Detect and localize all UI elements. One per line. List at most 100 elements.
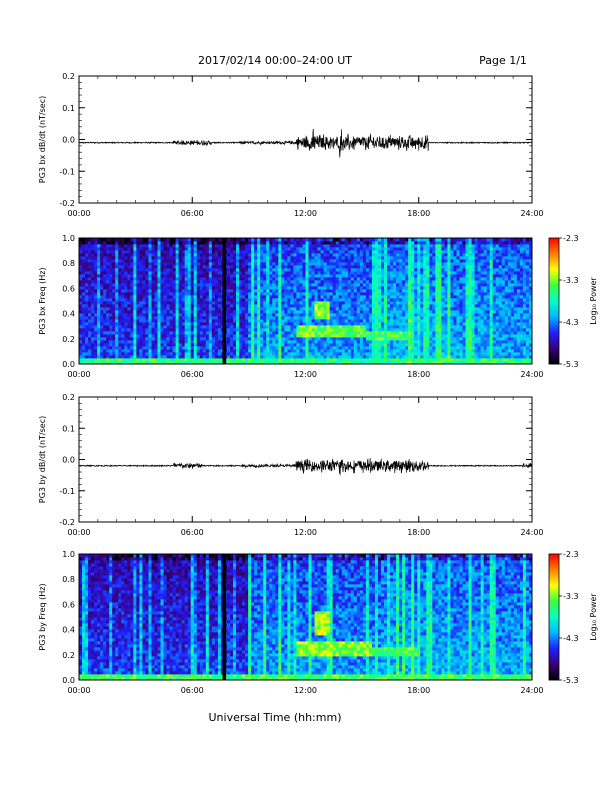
spectrogram-cell bbox=[260, 361, 264, 365]
spectrogram-cell bbox=[169, 271, 174, 275]
spectrogram-cell bbox=[311, 358, 315, 362]
spectrogram-cell bbox=[112, 334, 116, 338]
spectrogram-cell bbox=[402, 271, 406, 275]
spectrogram-cell bbox=[311, 304, 315, 308]
spectrogram-cell bbox=[263, 256, 267, 260]
spectrogram-cell bbox=[356, 280, 361, 284]
spectrogram-cell bbox=[387, 349, 391, 353]
spectrogram-cell bbox=[317, 352, 321, 356]
spectrogram-cell bbox=[359, 307, 364, 311]
spectrogram-cell bbox=[79, 310, 83, 314]
spectrogram-cell bbox=[248, 250, 252, 254]
spectrogram-cell bbox=[371, 283, 376, 287]
spectrogram-cell bbox=[329, 283, 334, 287]
spectrogram-cell bbox=[399, 313, 403, 317]
spectrogram-cell bbox=[82, 262, 86, 266]
spectrogram-cell bbox=[314, 262, 318, 266]
spectrogram-cell bbox=[278, 277, 282, 281]
spectrogram-cell bbox=[396, 343, 400, 347]
spectrogram-cell bbox=[169, 250, 174, 254]
spectrogram-cell bbox=[85, 253, 89, 257]
spectrogram-cell bbox=[193, 331, 198, 335]
spectrogram-cell bbox=[163, 358, 167, 362]
spectrogram-cell bbox=[178, 295, 183, 299]
spectrogram-cell bbox=[184, 283, 189, 287]
spectrogram-cell bbox=[417, 307, 421, 311]
spectrogram-cell bbox=[353, 337, 358, 341]
spectrogram-cell bbox=[205, 301, 210, 305]
spectrogram-cell bbox=[172, 295, 177, 299]
spectrogram-cell bbox=[181, 241, 186, 245]
spectrogram-cell bbox=[205, 292, 210, 296]
spectrogram-cell bbox=[239, 307, 243, 311]
spectrogram-cell bbox=[353, 328, 358, 332]
spectrogram-cell bbox=[124, 331, 128, 335]
spectrogram-cell bbox=[314, 358, 318, 362]
spectrogram-cell bbox=[130, 310, 134, 314]
spectrogram-cell bbox=[411, 298, 415, 302]
spectrogram-cell bbox=[208, 316, 213, 320]
spectrogram-cell bbox=[178, 268, 183, 272]
spectrogram-cell bbox=[242, 334, 246, 338]
spectrogram-cell bbox=[91, 289, 95, 293]
spectrogram-cell bbox=[205, 331, 210, 335]
spectrogram-cell bbox=[148, 253, 152, 257]
spectrogram-cell bbox=[85, 280, 89, 284]
spectrogram-cell bbox=[408, 334, 412, 338]
spectrogram-cell bbox=[233, 340, 237, 344]
spectrogram-cell bbox=[217, 322, 222, 326]
spectrogram-cell bbox=[287, 253, 291, 257]
spectrogram-cell bbox=[390, 268, 394, 272]
spectrogram-cell bbox=[311, 238, 315, 242]
spectrogram-cell bbox=[393, 289, 397, 293]
spectrogram-cell bbox=[145, 310, 149, 314]
spectrogram-cell bbox=[374, 277, 379, 281]
spectrogram-cell bbox=[154, 247, 158, 251]
spectrogram-cell bbox=[350, 343, 355, 347]
spectrogram-cell bbox=[242, 241, 246, 245]
spectrogram-cell bbox=[133, 271, 137, 275]
spectrogram-cell bbox=[332, 295, 337, 299]
spectrogram-cell bbox=[217, 328, 222, 332]
spectrogram-cell bbox=[374, 352, 379, 356]
spectrogram-cell bbox=[239, 298, 243, 302]
spectrogram-cell bbox=[160, 298, 164, 302]
spectrogram-cell bbox=[393, 295, 397, 299]
spectrogram-cell bbox=[305, 292, 309, 296]
spectrogram-cell bbox=[85, 352, 89, 356]
spectrogram-cell bbox=[254, 271, 258, 275]
spectrogram-cell bbox=[368, 277, 373, 281]
spectrogram-cell bbox=[347, 337, 352, 341]
spectrogram-cell bbox=[365, 241, 370, 245]
spectrogram-cell bbox=[226, 304, 231, 308]
spectrogram-cell bbox=[344, 319, 349, 323]
spectrogram-cell bbox=[82, 343, 86, 347]
spectrogram-cell bbox=[314, 343, 318, 347]
spectrogram-cell bbox=[405, 358, 409, 362]
spectrogram-cell bbox=[266, 352, 270, 356]
spectrogram-cell bbox=[236, 247, 240, 251]
spectrogram-cell bbox=[233, 310, 237, 314]
spectrogram-cell bbox=[178, 271, 183, 275]
spectrogram-cell bbox=[121, 352, 125, 356]
spectrogram-cell bbox=[396, 340, 400, 344]
spectrogram-cell bbox=[260, 307, 264, 311]
spectrogram-cell bbox=[175, 298, 180, 302]
spectrogram-cell bbox=[411, 262, 415, 266]
spectrogram-cell bbox=[317, 316, 321, 320]
spectrogram-cell bbox=[163, 256, 167, 260]
spectrogram-cell bbox=[284, 346, 288, 350]
spectrogram-cell bbox=[299, 241, 303, 245]
spectrogram-cell bbox=[374, 256, 379, 260]
spectrogram-cell bbox=[94, 313, 98, 317]
spectrogram-cell bbox=[242, 271, 246, 275]
spectrogram-cell bbox=[359, 355, 364, 359]
spectrogram-cell bbox=[148, 331, 152, 335]
spectrogram-cell bbox=[193, 355, 198, 359]
spectrogram-cell bbox=[157, 358, 161, 362]
spectrogram-cell bbox=[260, 268, 264, 272]
spectrogram-cell bbox=[236, 328, 240, 332]
spectrogram-cell bbox=[344, 298, 349, 302]
spectrogram-cell bbox=[384, 286, 388, 290]
spectrogram-cell bbox=[103, 262, 107, 266]
